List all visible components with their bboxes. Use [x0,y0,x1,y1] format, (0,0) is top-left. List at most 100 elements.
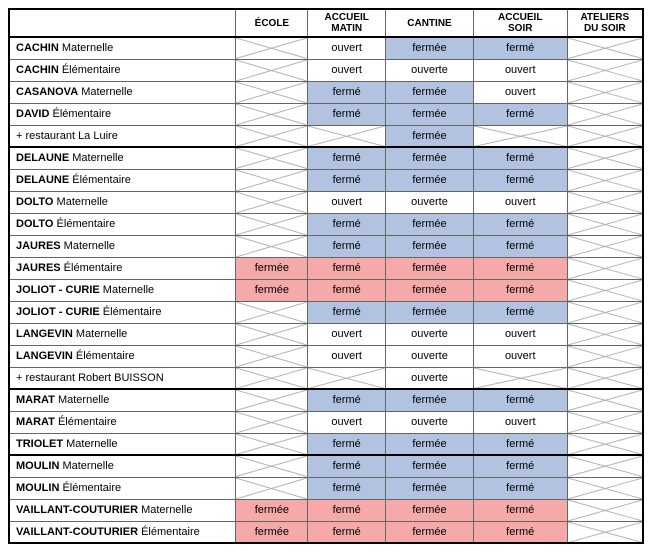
school-name-cell: VAILLANT-COUTURIER Maternelle [9,499,236,521]
cell-soir: fermé [473,455,567,477]
cell-ecole: fermée [236,279,308,301]
school-name-rest: Élémentaire [100,306,162,318]
school-name-cell: CACHIN Élémentaire [9,59,236,81]
cell-ateliers [567,37,643,59]
cell-ecole [236,345,308,367]
cell-ateliers [567,81,643,103]
cell-matin: fermé [308,103,386,125]
school-name-rest: Élémentaire [55,416,117,428]
school-name-rest: Maternelle [59,460,113,472]
cell-matin [308,125,386,147]
cell-soir: fermé [473,433,567,455]
table-row: CACHIN Élémentaireouvertouverteouvert [9,59,643,81]
cell-cantine: fermée [386,81,474,103]
school-name-cell: DOLTO Maternelle [9,191,236,213]
table-row: VAILLANT-COUTURIER Maternelleferméefermé… [9,499,643,521]
school-name-rest: Maternelle [53,196,107,208]
school-name-rest: Élémentaire [61,262,123,274]
school-name-bold: VAILLANT-COUTURIER [16,504,138,516]
cell-ateliers [567,345,643,367]
table-header-row: ÉCOLEACCUEILMATINCANTINEACCUEILSOIRATELI… [9,9,643,37]
table-row: + restaurant La Luirefermée [9,125,643,147]
table-row: CACHIN Maternelleouvertferméefermé [9,37,643,59]
cell-ateliers [567,125,643,147]
school-name-cell: CACHIN Maternelle [9,37,236,59]
cell-cantine: ouverte [386,323,474,345]
school-name-cell: DELAUNE Élémentaire [9,169,236,191]
school-name-bold: DELAUNE [16,174,69,186]
cell-ateliers [567,169,643,191]
school-name-bold: DOLTO [16,196,53,208]
school-name-bold: JAURES [16,240,61,252]
cell-ecole: fermée [236,499,308,521]
cell-soir [473,367,567,389]
cell-soir: ouvert [473,81,567,103]
table-row: LANGEVIN Maternelleouvertouverteouvert [9,323,643,345]
cell-cantine: fermée [386,455,474,477]
school-name-rest: Maternelle [100,284,154,296]
cell-matin: ouvert [308,59,386,81]
cell-ateliers [567,59,643,81]
cell-cantine: ouverte [386,191,474,213]
cell-soir: ouvert [473,191,567,213]
school-name-cell: JOLIOT - CURIE Maternelle [9,279,236,301]
school-name-bold: CACHIN [16,42,59,54]
table-row: + restaurant Robert BUISSONouverte [9,367,643,389]
school-name-cell: MOULIN Élémentaire [9,477,236,499]
cell-matin: ouvert [308,37,386,59]
cell-ecole [236,169,308,191]
cell-ateliers [567,279,643,301]
cell-cantine: fermée [386,389,474,411]
cell-matin: fermé [308,257,386,279]
col-header-name [9,9,236,37]
cell-ecole [236,37,308,59]
cell-ecole [236,59,308,81]
cell-soir: ouvert [473,323,567,345]
cell-matin: fermé [308,499,386,521]
table-row: JOLIOT - CURIE Maternelleferméeferméferm… [9,279,643,301]
cell-ateliers [567,389,643,411]
table-row: DOLTO Élémentaireferméferméefermé [9,213,643,235]
cell-ecole [236,389,308,411]
school-name-rest: Élémentaire [59,482,121,494]
school-name-rest: Élémentaire [138,526,200,538]
school-name-cell: DAVID Élémentaire [9,103,236,125]
school-name-cell: + restaurant Robert BUISSON [9,367,236,389]
table-row: TRIOLET Maternelleferméferméefermé [9,433,643,455]
cell-ecole [236,301,308,323]
cell-soir: fermé [473,499,567,521]
school-name-cell: MARAT Maternelle [9,389,236,411]
cell-ateliers [567,213,643,235]
cell-matin: fermé [308,455,386,477]
cell-cantine: fermée [386,477,474,499]
table-row: LANGEVIN Élémentaireouvertouverteouvert [9,345,643,367]
school-name-bold: VAILLANT-COUTURIER [16,526,138,538]
cell-matin: fermé [308,301,386,323]
school-name-cell: JOLIOT - CURIE Élémentaire [9,301,236,323]
school-name-bold: LANGEVIN [16,328,73,340]
cell-cantine: ouverte [386,411,474,433]
cell-matin: ouvert [308,411,386,433]
table-row: MARAT Élémentaireouvertouverteouvert [9,411,643,433]
school-name-rest: Maternelle [55,394,109,406]
cell-cantine: fermée [386,257,474,279]
col-header-soir: ACCUEILSOIR [473,9,567,37]
cell-cantine: fermée [386,213,474,235]
cell-matin [308,367,386,389]
school-name-rest: Maternelle [63,438,117,450]
cell-soir: fermé [473,37,567,59]
cell-soir: fermé [473,477,567,499]
school-name-bold: JOLIOT - CURIE [16,284,100,296]
cell-matin: ouvert [308,323,386,345]
table-row: JAURES Maternelleferméferméefermé [9,235,643,257]
school-name-rest: Maternelle [69,152,123,164]
table-row: CASANOVA Maternelleferméferméeouvert [9,81,643,103]
school-name-bold: LANGEVIN [16,350,73,362]
cell-ateliers [567,257,643,279]
schools-table: ÉCOLEACCUEILMATINCANTINEACCUEILSOIRATELI… [8,8,644,544]
cell-cantine: fermée [386,433,474,455]
cell-soir: fermé [473,235,567,257]
school-name-bold: CASANOVA [16,86,78,98]
school-name-rest: Maternelle [138,504,192,516]
cell-soir: fermé [473,147,567,169]
